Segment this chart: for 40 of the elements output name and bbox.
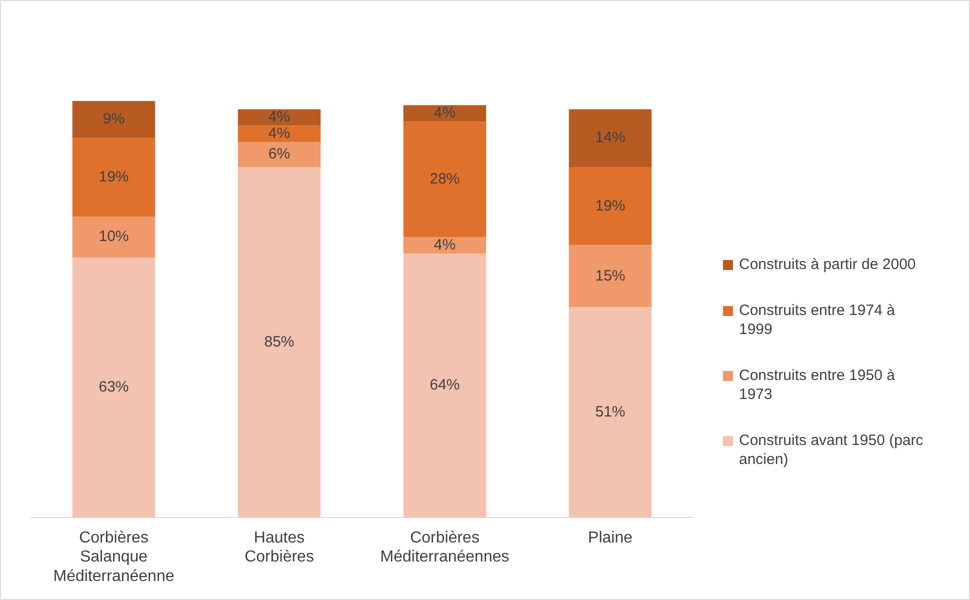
data-label: 14% bbox=[595, 129, 626, 146]
bar bbox=[72, 258, 156, 518]
bar bbox=[568, 307, 652, 518]
bar bbox=[568, 109, 652, 167]
legend-label: Construits avant 1950 (parc ancien) bbox=[739, 431, 924, 469]
bar bbox=[72, 216, 156, 258]
data-label: 9% bbox=[102, 110, 125, 128]
data-label: 4% bbox=[268, 125, 290, 142]
bar bbox=[568, 166, 652, 246]
data-label: 15% bbox=[595, 267, 626, 284]
data-label: 85% bbox=[264, 333, 294, 350]
legend-label: Construits entre 1974 à 1999 bbox=[739, 301, 896, 339]
bar bbox=[403, 105, 486, 122]
bar bbox=[238, 109, 321, 126]
bar bbox=[403, 237, 486, 254]
x-tick-label: Corbières Méditerranéennes bbox=[380, 529, 510, 566]
data-label: 4% bbox=[268, 108, 290, 126]
bar bbox=[238, 142, 321, 167]
bar bbox=[568, 245, 652, 308]
legend-label: Construits entre 1950 à 1973 bbox=[739, 366, 896, 404]
data-label: 19% bbox=[98, 168, 129, 186]
data-label: 4% bbox=[434, 104, 456, 122]
x-tick-label: Corbières Salanque Méditerranéenne bbox=[53, 529, 174, 585]
data-label: 19% bbox=[595, 197, 626, 214]
data-label: 6% bbox=[268, 146, 290, 163]
x-tick-label: Hautes Corbières bbox=[244, 529, 314, 566]
bar bbox=[72, 101, 156, 138]
bar bbox=[72, 138, 156, 216]
data-label: 64% bbox=[430, 376, 460, 394]
legend-label: Construits à partir de 2000 bbox=[739, 255, 916, 274]
data-label: 4% bbox=[434, 236, 456, 254]
bar bbox=[238, 126, 321, 142]
bar bbox=[403, 122, 486, 238]
bar bbox=[403, 254, 486, 518]
data-label: 28% bbox=[430, 170, 460, 188]
data-label: 63% bbox=[98, 378, 129, 396]
x-tick-label: Plaine bbox=[588, 529, 633, 546]
bar bbox=[238, 166, 321, 518]
data-label: 10% bbox=[98, 228, 129, 246]
data-label: 51% bbox=[595, 403, 626, 420]
